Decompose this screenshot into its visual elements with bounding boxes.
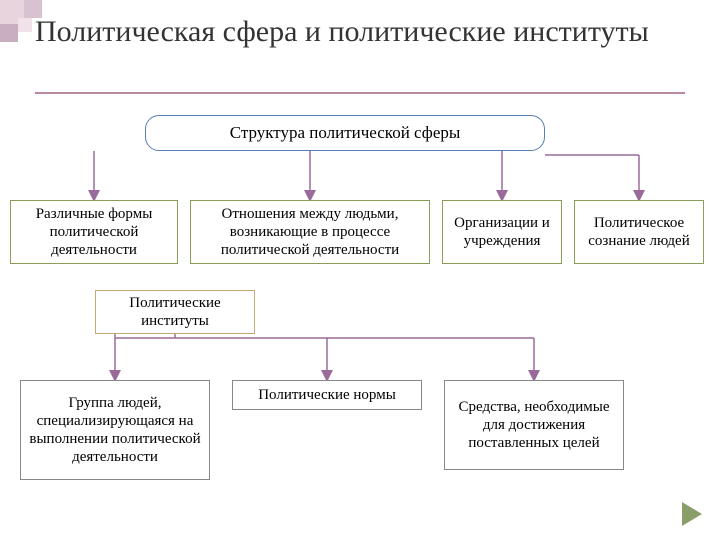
next-slide-arrow[interactable]: [682, 502, 702, 526]
institute-component-box: Группа людей, специализирующаяся на выпо…: [20, 380, 210, 480]
sphere-component-box: Политическое сознание людей: [574, 200, 704, 264]
institutes-header-box: Политические институты: [95, 290, 255, 334]
institute-component-box: Политические нормы: [232, 380, 422, 410]
deco-square: [18, 18, 32, 32]
sphere-component-box: Различные формы политической деятельност…: [10, 200, 178, 264]
page-title: Политическая сфера и политические инстит…: [35, 15, 649, 50]
sphere-component-box: Отношения между людьми, возникающие в пр…: [190, 200, 430, 264]
title-underline: [35, 92, 685, 94]
sphere-component-box: Организации и учреждения: [442, 200, 562, 264]
deco-square: [0, 24, 18, 42]
institute-component-box: Средства, необходимые для достижения пос…: [444, 380, 624, 470]
structure-header-box: Структура политической сферы: [145, 115, 545, 151]
